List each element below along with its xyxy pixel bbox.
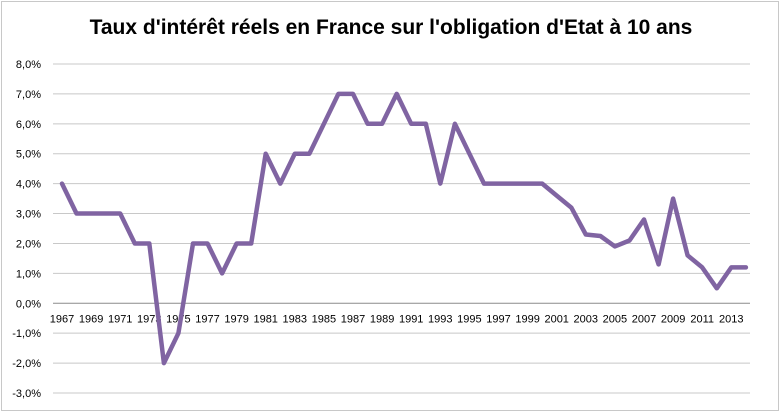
y-tick-label: -1,0%: [12, 328, 41, 340]
y-tick-label: 5,0%: [16, 149, 41, 161]
series-line: [59, 91, 749, 366]
y-axis: -3,0% -2,0% -1,0% 0,0% 1,0% 2,0% 3,0% 4,0% 5,0% 6…: [12, 59, 41, 400]
chart-title: Taux d'intérêt réels en France sur l'obl…: [89, 16, 693, 39]
x-tick-label: 1999: [515, 313, 539, 325]
x-tick-label: 1989: [370, 313, 394, 325]
x-tick-label: 1983: [283, 313, 307, 325]
y-tick-label: 6,0%: [16, 119, 41, 131]
y-tick-label: 8,0%: [16, 59, 41, 71]
y-tick-label: 3,0%: [16, 209, 41, 221]
x-tick-label: 2005: [603, 313, 627, 325]
x-tick-label: 2007: [632, 313, 656, 325]
x-tick-label: 1977: [195, 313, 219, 325]
x-tick-label: 1993: [428, 313, 452, 325]
x-tick-label: 1987: [341, 313, 365, 325]
x-tick-label: 2001: [544, 313, 568, 325]
x-tick-label: 1969: [79, 313, 103, 325]
y-tick-label: -2,0%: [12, 358, 41, 370]
x-axis: 1967 1969 1971 1973 1975 1977 1979 1981 1983 1985…: [50, 313, 744, 325]
x-tick-label: 2003: [574, 313, 598, 325]
x-tick-label: 1995: [457, 313, 481, 325]
y-tick-label: 2,0%: [16, 238, 41, 250]
series-group: [59, 91, 749, 366]
gridlines: [53, 63, 750, 394]
x-tick-label: 1979: [224, 313, 248, 325]
x-tick-label: 1967: [50, 313, 74, 325]
y-tick-label: 1,0%: [16, 268, 41, 280]
x-tick-label: 1997: [486, 313, 510, 325]
y-tick-label: 7,0%: [16, 89, 41, 101]
x-tick-label: 1985: [312, 313, 336, 325]
x-tick-label: 1981: [253, 313, 277, 325]
x-tick-label: 2011: [690, 313, 714, 325]
x-tick-label: 1973: [137, 313, 161, 325]
x-tick-label: 2009: [661, 313, 685, 325]
x-tick-label: 1971: [108, 313, 132, 325]
x-tick-label: 1991: [399, 313, 423, 325]
y-tick-label: 4,0%: [16, 179, 41, 191]
x-tick-label: 2013: [719, 313, 743, 325]
y-tick-label: -3,0%: [12, 388, 41, 400]
y-tick-label: 0,0%: [16, 298, 41, 310]
